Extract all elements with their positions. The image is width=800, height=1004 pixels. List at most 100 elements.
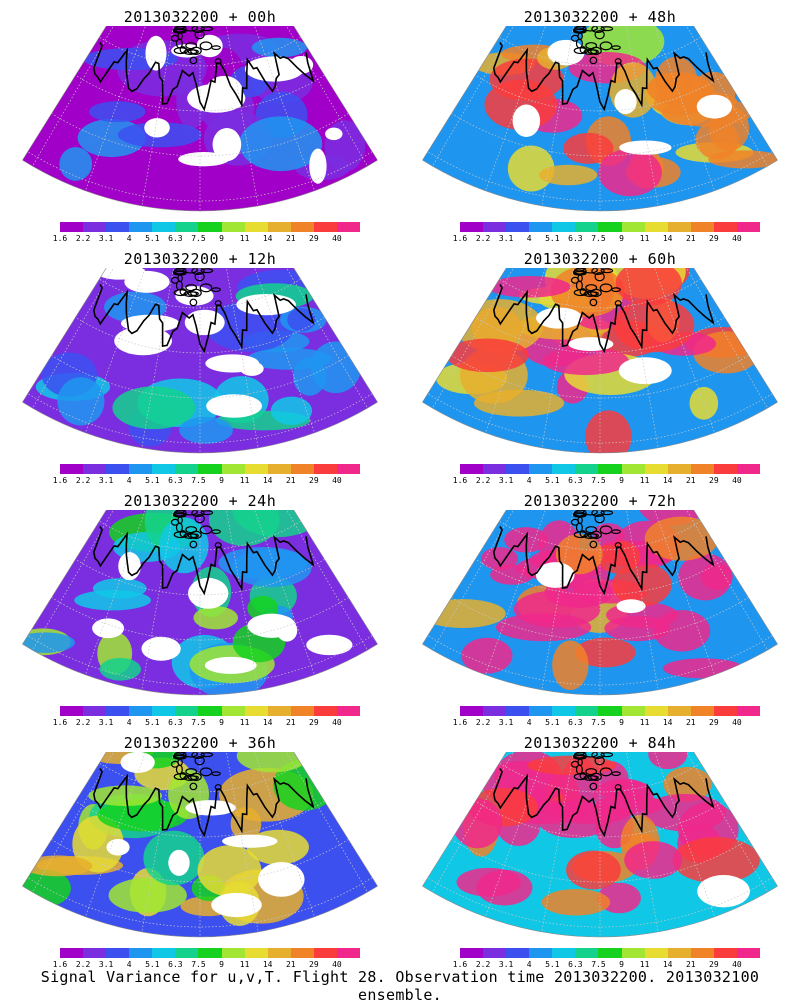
colorbar-tick-label: 11 <box>239 718 250 727</box>
colorbar-tick-label: 11 <box>639 476 650 485</box>
meridian-line <box>225 752 259 932</box>
colorbar-tick-label: 1.6 <box>52 960 68 969</box>
colorbar-swatch <box>290 464 314 474</box>
colorbar-tick-label: 21 <box>685 234 696 243</box>
variance-map <box>422 752 778 938</box>
colorbar <box>460 948 761 958</box>
variance-contour <box>22 632 75 653</box>
colorbar-swatch <box>575 222 599 232</box>
colorbar-swatch <box>152 464 176 474</box>
latitude-circle <box>99 762 301 793</box>
colorbar-tick-label: 4 <box>526 234 532 243</box>
colorbar-tick-label: 1.6 <box>452 476 468 485</box>
meridian-line <box>250 268 315 433</box>
colorbar-tick-label: 1.6 <box>452 960 468 969</box>
colorbar-swatch <box>690 948 714 958</box>
colorbar-swatch <box>313 948 337 958</box>
variance-contour <box>672 837 760 884</box>
latitude-circle <box>75 316 325 354</box>
colorbar-swatch <box>60 464 84 474</box>
colorbar-swatch <box>483 706 507 716</box>
colorbar-swatch <box>506 464 530 474</box>
colorbar-tick-label: 21 <box>285 718 296 727</box>
island-outline <box>600 26 614 32</box>
colorbar-tick-label: 29 <box>309 476 319 485</box>
variance-contour <box>97 798 189 832</box>
meridian-line <box>225 510 259 690</box>
colorbar-swatch <box>460 464 484 474</box>
coastline <box>492 42 715 112</box>
variance-contour <box>287 308 316 332</box>
colorbar-tick-label: 3.1 <box>98 718 114 727</box>
forecast-panel: 2013032200 + 72h 1.6 2.2 3.1 4 5.1 6.3 7.5 9 11 14… <box>400 484 800 729</box>
latitude-circle <box>427 635 773 686</box>
variance-contour <box>193 606 239 630</box>
colorbar-swatch <box>175 948 199 958</box>
colorbar-swatch <box>313 222 337 232</box>
colorbar-tick-label: 4 <box>126 476 132 485</box>
variance-contour <box>461 637 513 674</box>
colorbar-swatch <box>290 222 314 232</box>
meridian-line <box>674 26 768 167</box>
colorbar-swatch <box>529 948 553 958</box>
variance-contour <box>452 798 503 849</box>
colorbar-tick-label: 40 <box>332 718 342 727</box>
low-variance-region <box>306 634 353 656</box>
colorbar-swatch <box>713 464 737 474</box>
variance-contour <box>159 517 209 574</box>
colorbar-swatch <box>598 464 622 474</box>
island-outline <box>570 518 580 526</box>
low-variance-region <box>118 552 141 581</box>
colorbar-tick-label: 6.3 <box>168 476 183 485</box>
colorbar-swatch <box>552 948 576 958</box>
low-variance-region <box>168 849 190 876</box>
colorbar-swatch <box>667 706 691 716</box>
island-outline <box>590 288 602 298</box>
latitude-circle <box>27 877 373 928</box>
variance-contour <box>604 615 671 642</box>
island-outline <box>190 772 202 782</box>
low-variance-region <box>614 88 637 115</box>
colorbar-tick-label: 29 <box>309 234 319 243</box>
colorbar-tick-label: 11 <box>639 718 650 727</box>
variance-contour <box>112 386 196 430</box>
island-outline <box>583 48 598 56</box>
island-outline <box>573 754 587 760</box>
panel-title: 2013032200 + 00h <box>123 8 277 26</box>
colorbar <box>460 706 761 716</box>
forecast-panel: 2013032200 + 00h 1.6 2.2 3.1 4 5.1 6.3 7.5 9 11 14… <box>0 0 400 245</box>
low-variance-region <box>95 268 146 280</box>
variance-contour <box>72 815 124 873</box>
latitude-circle <box>75 800 325 838</box>
colorbar <box>60 948 361 958</box>
low-variance-region <box>696 94 733 119</box>
colorbar-tick-label: 7.5 <box>591 234 606 243</box>
variance-contour <box>637 510 706 526</box>
latitude-circle <box>75 74 325 112</box>
island-outline <box>600 268 614 274</box>
colorbar-swatch <box>60 222 84 232</box>
low-variance-region <box>244 56 304 82</box>
colorbar-swatch <box>621 706 645 716</box>
island-outline <box>590 772 602 782</box>
island-outline <box>590 46 602 56</box>
colorbar-swatch <box>736 948 761 958</box>
coastline <box>492 768 715 838</box>
island-outline <box>194 30 205 40</box>
island-outline <box>582 752 598 758</box>
colorbar-tick-label: 7.5 <box>191 718 206 727</box>
colorbar-swatch <box>106 464 130 474</box>
low-variance-region <box>144 118 170 138</box>
colorbar-swatch <box>290 706 314 716</box>
island-outline <box>594 514 605 524</box>
colorbar-tick-label: 4 <box>126 234 132 243</box>
colorbar-tick-label: 14 <box>662 234 673 243</box>
colorbar-swatch <box>198 948 222 958</box>
island-outline <box>589 298 598 307</box>
variance-map <box>22 26 378 212</box>
figure-caption: Signal Variance for u,v,T. Flight 28. Ob… <box>40 968 760 1004</box>
meridian-line <box>141 510 175 690</box>
island-outline <box>600 752 614 758</box>
colorbar-tick-label: 3.1 <box>498 476 514 485</box>
colorbar-tick-label: 14 <box>262 960 273 969</box>
